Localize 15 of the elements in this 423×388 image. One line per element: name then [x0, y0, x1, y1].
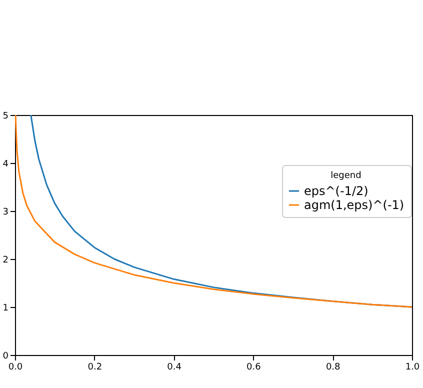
y-tick-label: 3 [2, 208, 8, 218]
legend-label: agm(1,eps)^(-1) [304, 198, 404, 212]
x-tick-label: 1.0 [405, 362, 420, 372]
legend-title: legend [330, 171, 362, 181]
x-tick-label: 0.0 [8, 362, 23, 372]
x-tick-label: 0.8 [326, 362, 341, 372]
y-tick-label: 2 [2, 256, 8, 266]
y-tick-label: 1 [2, 304, 8, 314]
x-tick-label: 0.6 [246, 362, 262, 372]
y-tick-label: 4 [2, 160, 9, 170]
y-tick-label: 5 [2, 112, 8, 122]
x-tick-label: 0.4 [167, 362, 182, 372]
y-tick-label: 0 [2, 352, 9, 362]
x-tick-label: 0.2 [88, 362, 102, 372]
legend-label: eps^(-1/2) [304, 184, 368, 198]
